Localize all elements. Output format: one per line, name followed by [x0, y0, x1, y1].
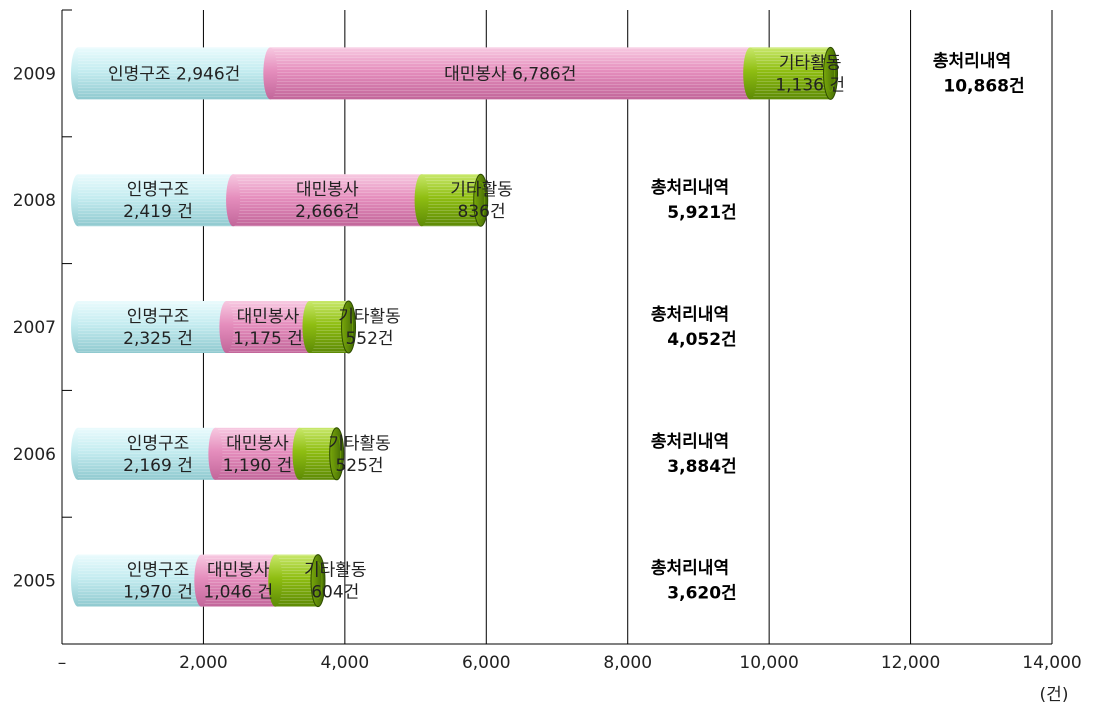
bar-right-cap-inner [476, 181, 486, 219]
total-label: 총처리내역 [651, 305, 729, 325]
bar-segment-texture [78, 174, 234, 227]
bar-segment-texture [78, 301, 227, 353]
bar-group-2008 [71, 173, 489, 227]
y-tick-label: 2007 [13, 318, 56, 338]
bar-segment-texture [750, 47, 831, 100]
segment-label: 대민봉사 6,786건 [444, 64, 576, 84]
segment-label-name: 기타활동 [450, 180, 513, 200]
total-label: 총처리내역 [651, 178, 729, 198]
total-value: 5,921건 [667, 203, 736, 223]
segment-label-value: 2,169 건 [123, 456, 193, 476]
segment-label-name: 기타활동 [779, 53, 842, 73]
bar-segment-joint [208, 427, 223, 480]
bar-group-2009 [71, 46, 839, 100]
bar-segment-joint [194, 554, 209, 607]
segment-label-value: 1,175 건 [233, 329, 303, 349]
segment-label-name: 인명구조 [127, 307, 190, 327]
segment-label-value: 2,325 건 [123, 329, 193, 349]
x-tick-label: 4,000 [321, 653, 370, 673]
bar-segment-joint [219, 301, 234, 353]
bar-right-cap-inner [826, 54, 836, 92]
bar-segment-joint [263, 47, 278, 100]
label-layer: 2009 2008 2007 2006 2005 인명구조 2,946건 대민봉사 6,78… [13, 51, 1025, 603]
total-value: 4,052건 [667, 330, 736, 350]
total-value: 10,868건 [943, 76, 1024, 96]
x-tick-label: – [58, 653, 67, 673]
total-label: 총처리내역 [933, 51, 1011, 71]
bar-right-cap [329, 427, 345, 481]
axis-layer: – 2,000 4,000 6,000 8,000 10,000 12,000 14,000 (… [58, 9, 1082, 705]
segment-label-name: 인명구조 [127, 561, 190, 581]
bar-group-2007 [71, 300, 357, 354]
segment-label-value: 552건 [345, 329, 393, 349]
segment-label: 인명구조 2,946건 [108, 64, 240, 84]
segment-label-name: 기타활동 [304, 561, 367, 581]
bar-right-cap [823, 46, 839, 100]
segment-label-value: 2,666건 [295, 202, 359, 222]
bar-right-cap-inner [344, 308, 354, 346]
y-tick-label: 2009 [13, 64, 56, 84]
y-tick-label: 2005 [13, 572, 56, 592]
segment-label-value: 1,190 건 [223, 456, 293, 476]
bar-right-cap [473, 173, 489, 227]
bar-segment-texture [78, 427, 216, 480]
segment-label-name: 인명구조 [127, 434, 190, 454]
bar-segment-joint [226, 174, 241, 227]
segment-label-name: 대민봉사 [237, 307, 300, 327]
y-tick-label: 2008 [13, 191, 56, 211]
bar-segment-texture [201, 554, 276, 607]
bar-segment-joint [743, 47, 758, 100]
segment-label-name: 인명구조 [127, 180, 190, 200]
grid-layer [202, 10, 1053, 644]
bar-segment-texture [226, 301, 310, 353]
segment-label-name: 대민봉사 [296, 180, 359, 200]
x-tick-label: 14,000 [1022, 653, 1081, 673]
segment-label-name: 기타활동 [328, 434, 391, 454]
segment-label-name: 대민봉사 [226, 434, 289, 454]
bar-group-2005 [71, 554, 326, 608]
total-label: 총처리내역 [651, 559, 729, 579]
x-tick-label: 6,000 [462, 653, 511, 673]
segment-label-name: 기타활동 [338, 307, 401, 327]
bar-segment-texture [270, 47, 751, 100]
bar-segment-texture [215, 427, 300, 480]
total-value: 3,620건 [667, 584, 736, 604]
segment-label-value: 604건 [311, 583, 359, 603]
bar-segment-joint [414, 174, 429, 227]
segment-label-value: 836건 [458, 202, 506, 222]
x-tick-label: 2,000 [179, 653, 228, 673]
bar-segment-texture [78, 47, 271, 100]
bar-segment-texture [421, 174, 481, 227]
segment-label-value: 2,419 건 [123, 202, 193, 222]
y-tick-label: 2006 [13, 445, 56, 465]
x-axis-unit: (건) [1040, 685, 1069, 705]
bar-right-cap [310, 554, 326, 608]
bar-segment-texture [233, 174, 422, 227]
x-tick-label: 10,000 [739, 653, 798, 673]
bar-segment-joint [302, 301, 317, 353]
segment-label-value: 1,046 건 [203, 583, 273, 603]
x-tick-label: 12,000 [881, 653, 940, 673]
segment-label-value: 1,136 건 [775, 75, 845, 95]
segment-label-value: 1,970 건 [123, 583, 193, 603]
bar-right-cap [341, 300, 357, 354]
x-tick-label: 8,000 [603, 653, 652, 673]
segment-label-name: 대민봉사 [207, 561, 270, 581]
total-label: 총처리내역 [651, 432, 729, 452]
bar-right-cap-inner [313, 562, 323, 600]
bar-group-2006 [71, 427, 345, 481]
segment-label-value: 525건 [335, 456, 383, 476]
bar-layer [71, 46, 839, 608]
bar-right-cap-inner [332, 435, 342, 473]
total-value: 3,884건 [667, 457, 736, 477]
bar-segment-texture [78, 554, 202, 607]
bar-segment-joint [292, 427, 307, 480]
bar-segment-joint [268, 554, 283, 607]
